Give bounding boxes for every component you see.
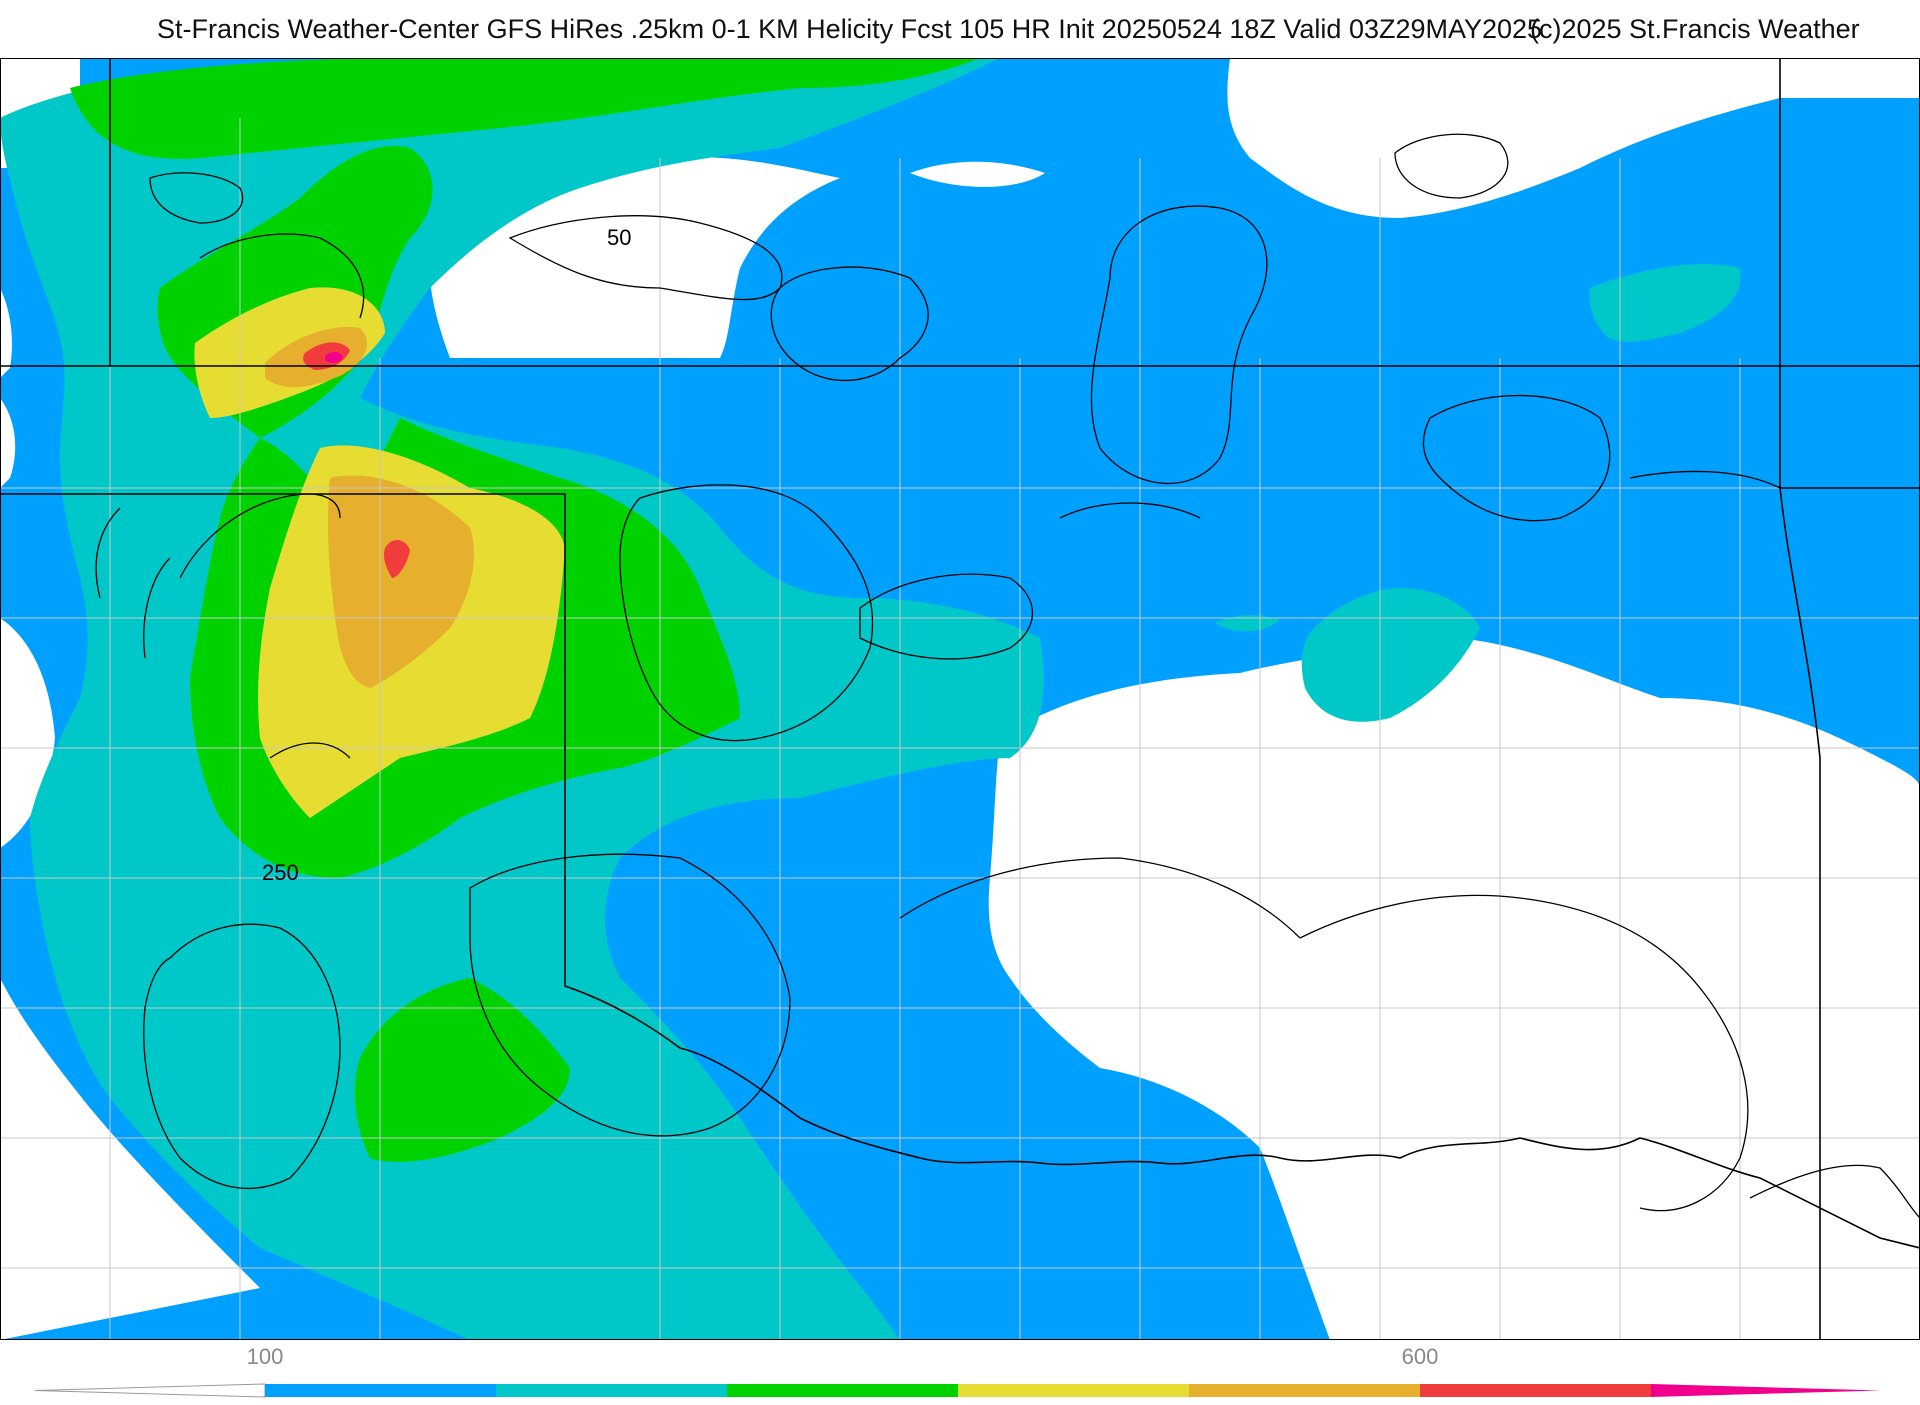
contour-label-group: 50 250 [262, 225, 631, 885]
title-bar: St-Francis Weather-Center GFS HiRes .25k… [0, 0, 1920, 58]
contour-label-250: 250 [262, 860, 299, 885]
colorbar-bin-250 [958, 1384, 1189, 1397]
map-title: St-Francis Weather-Center GFS HiRes .25k… [157, 14, 1543, 44]
colorbar-bin-350 [1420, 1384, 1651, 1397]
colorbar-tick-label-600: 600 [1401, 1344, 1439, 1369]
helicity-map: 50 250 [0, 58, 1920, 1340]
county-lines [0, 58, 1920, 1340]
map-frame: 50 250 [0, 58, 1920, 1340]
colorbar-below-wedge [34, 1383, 266, 1398]
colorbar-bin-300 [1189, 1384, 1420, 1397]
colorbar-bin-150 [496, 1384, 727, 1397]
colorbar-bin-400 [1651, 1384, 1881, 1397]
colorbar-strip [34, 1383, 1881, 1398]
contour-label-50: 50 [607, 225, 631, 250]
colorbar-bins [34, 1383, 1881, 1398]
colorbar-bin-200 [727, 1384, 958, 1397]
colorbar: 100 600 [0, 1340, 1920, 1400]
field-below-100 [0, 58, 1920, 1340]
colorbar-tick-label-100: 100 [246, 1344, 284, 1369]
contour-lines [95, 133, 1920, 1219]
field-400-plus [325, 352, 343, 363]
copyright-text: (c)2025 St.Francis Weather [1530, 14, 1860, 44]
colorbar-bin-100 [265, 1384, 496, 1397]
